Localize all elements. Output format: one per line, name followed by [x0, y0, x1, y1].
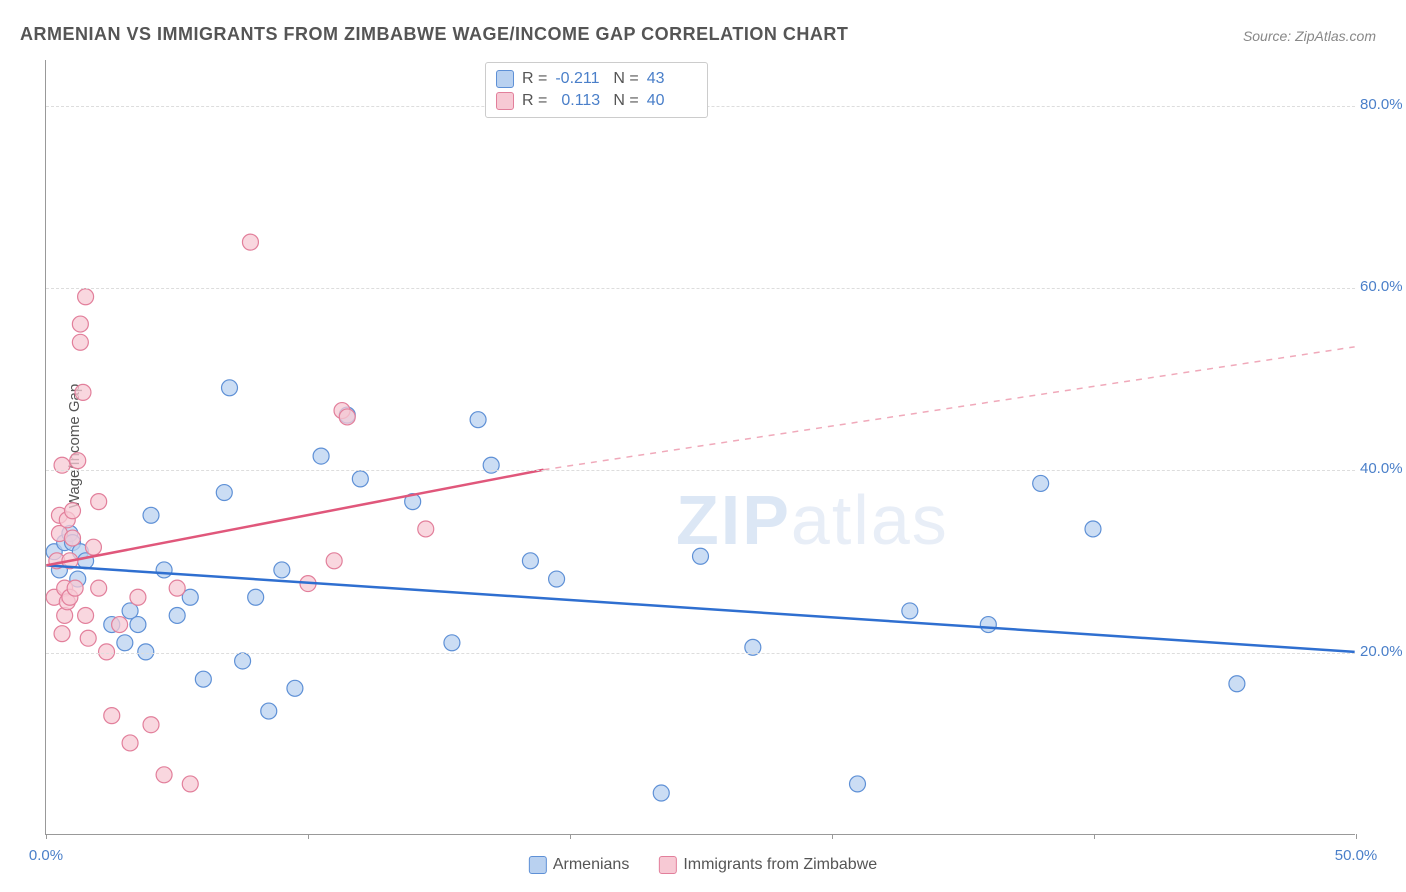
x-tick [308, 834, 309, 839]
r-label-1: R = [522, 70, 547, 88]
data-point [339, 409, 355, 425]
x-tick [1094, 834, 1095, 839]
data-point [274, 562, 290, 578]
n-label-2: N = [613, 92, 638, 110]
y-tick-label: 20.0% [1360, 643, 1406, 660]
stats-row-1: R = -0.211 N = 43 [496, 68, 697, 90]
swatch-series2 [496, 92, 514, 110]
r-label-2: R = [522, 92, 547, 110]
data-point [418, 521, 434, 537]
data-point [130, 589, 146, 605]
x-tick [1356, 834, 1357, 839]
x-tick [832, 834, 833, 839]
data-point [72, 316, 88, 332]
n-value-2: 40 [647, 92, 697, 110]
data-point [117, 635, 133, 651]
data-point [156, 767, 172, 783]
data-point [72, 334, 88, 350]
data-point [75, 384, 91, 400]
gridline [46, 288, 1355, 289]
bottom-legend: Armenians Immigrants from Zimbabwe [529, 856, 877, 874]
stats-legend: R = -0.211 N = 43 R = 0.113 N = 40 [485, 62, 708, 118]
gridline [46, 653, 1355, 654]
data-point [313, 448, 329, 464]
data-point [54, 626, 70, 642]
scatter-svg [46, 60, 1355, 834]
plot-area: ZIPatlas 20.0%40.0%60.0%80.0%0.0%50.0% [45, 60, 1355, 835]
data-point [222, 380, 238, 396]
data-point [91, 580, 107, 596]
data-point [67, 580, 83, 596]
data-point [261, 703, 277, 719]
gridline [46, 470, 1355, 471]
r-value-1: -0.211 [555, 70, 605, 88]
r-value-2: 0.113 [555, 92, 605, 110]
data-point [980, 617, 996, 633]
data-point [326, 553, 342, 569]
legend-swatch-2 [659, 856, 677, 874]
data-point [78, 289, 94, 305]
chart-title: ARMENIAN VS IMMIGRANTS FROM ZIMBABWE WAG… [20, 24, 848, 45]
data-point [1229, 676, 1245, 692]
legend-item-2: Immigrants from Zimbabwe [659, 856, 877, 874]
data-point [80, 630, 96, 646]
legend-swatch-1 [529, 856, 547, 874]
chart-container: ARMENIAN VS IMMIGRANTS FROM ZIMBABWE WAG… [0, 0, 1406, 892]
data-point [122, 735, 138, 751]
data-point [195, 671, 211, 687]
n-value-1: 43 [647, 70, 697, 88]
data-point [78, 607, 94, 623]
data-point [65, 503, 81, 519]
data-point [1033, 475, 1049, 491]
x-tick-label: 50.0% [1335, 847, 1378, 864]
data-point [242, 234, 258, 250]
y-tick-label: 40.0% [1360, 460, 1406, 477]
legend-item-1: Armenians [529, 856, 629, 874]
data-point [287, 680, 303, 696]
data-point [70, 453, 86, 469]
data-point [130, 617, 146, 633]
swatch-series1 [496, 70, 514, 88]
data-point [235, 653, 251, 669]
trend-line [46, 470, 543, 566]
trend-line [544, 347, 1355, 470]
legend-label-2: Immigrants from Zimbabwe [683, 856, 877, 874]
legend-label-1: Armenians [553, 856, 629, 874]
data-point [444, 635, 460, 651]
data-point [169, 607, 185, 623]
data-point [112, 617, 128, 633]
data-point [470, 412, 486, 428]
trend-line [46, 565, 1354, 652]
data-point [1085, 521, 1101, 537]
stats-row-2: R = 0.113 N = 40 [496, 90, 697, 112]
n-label-1: N = [613, 70, 638, 88]
data-point [693, 548, 709, 564]
data-point [352, 471, 368, 487]
data-point [156, 562, 172, 578]
data-point [104, 708, 120, 724]
data-point [216, 485, 232, 501]
data-point [169, 580, 185, 596]
data-point [143, 507, 159, 523]
x-tick [570, 834, 571, 839]
data-point [182, 776, 198, 792]
data-point [143, 717, 159, 733]
data-point [850, 776, 866, 792]
x-tick-label: 0.0% [29, 847, 63, 864]
data-point [653, 785, 669, 801]
x-tick [46, 834, 47, 839]
data-point [522, 553, 538, 569]
data-point [85, 539, 101, 555]
y-tick-label: 80.0% [1360, 96, 1406, 113]
data-point [248, 589, 264, 605]
data-point [549, 571, 565, 587]
y-tick-label: 60.0% [1360, 278, 1406, 295]
source-label: Source: ZipAtlas.com [1243, 28, 1376, 44]
data-point [91, 494, 107, 510]
data-point [65, 530, 81, 546]
data-point [902, 603, 918, 619]
